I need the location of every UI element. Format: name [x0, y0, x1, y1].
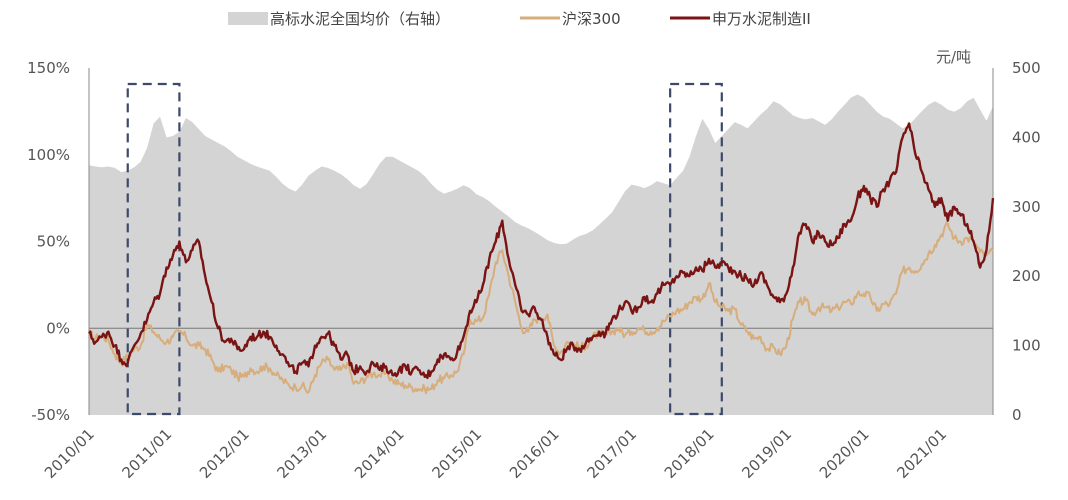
legend-label-area: 高标水泥全国均价（右轴） [270, 10, 450, 28]
right-axis-ticks: 500 400 300 200 100 0 [1012, 59, 1041, 424]
y-left-tick-label: 0% [46, 319, 70, 337]
x-tick-label: 2017/01 [583, 425, 640, 482]
x-tick-label: 2021/01 [893, 425, 950, 482]
y-right-tick-label: 0 [1012, 406, 1022, 424]
y-left-tick-label: 100% [27, 146, 70, 164]
y-right-tick-label: 100 [1012, 337, 1041, 355]
y-right-tick-label: 200 [1012, 267, 1041, 285]
x-tick-label: 2012/01 [196, 425, 253, 482]
y-left-tick-label: -50% [31, 406, 70, 424]
x-tick-label: 2010/01 [41, 425, 98, 482]
y-right-tick-label: 300 [1012, 198, 1041, 216]
x-tick-label: 2020/01 [816, 425, 873, 482]
price-area-layer [89, 94, 993, 416]
legend-swatch-area [228, 12, 268, 25]
series-line-cement-index [88, 122, 995, 380]
legend: 高标水泥全国均价（右轴） 沪深300 申万水泥制造II [228, 10, 811, 28]
right-axis-unit-label: 元/吨 [936, 48, 971, 66]
y-left-tick-label: 50% [37, 233, 70, 251]
x-tick-label: 2015/01 [428, 425, 485, 482]
legend-label-cement-index: 申万水泥制造II [712, 10, 811, 28]
left-axis-ticks: 150% 100% 50% 0% -50% [27, 59, 70, 424]
x-tick-label: 2018/01 [661, 425, 718, 482]
y-right-tick-label: 500 [1012, 59, 1041, 77]
y-left-tick-label: 150% [27, 59, 70, 77]
x-axis-ticks: 2010/01 2011/01 2012/01 2013/01 2014/01 2015/… [41, 425, 950, 482]
highlight-box-2 [669, 82, 723, 416]
series-area-cement-price [89, 94, 993, 416]
highlight-box-1 [126, 82, 181, 416]
x-tick-label: 2014/01 [351, 425, 408, 482]
x-tick-label: 2011/01 [119, 425, 176, 482]
legend-label-hs300: 沪深300 [562, 10, 621, 28]
x-tick-label: 2013/01 [273, 425, 330, 482]
highlight-box-layer [126, 82, 723, 416]
series-line-hs300 [88, 221, 994, 395]
x-tick-label: 2019/01 [738, 425, 795, 482]
y-right-tick-label: 400 [1012, 128, 1041, 146]
x-tick-label: 2016/01 [506, 425, 563, 482]
line-series-layer [88, 122, 995, 395]
